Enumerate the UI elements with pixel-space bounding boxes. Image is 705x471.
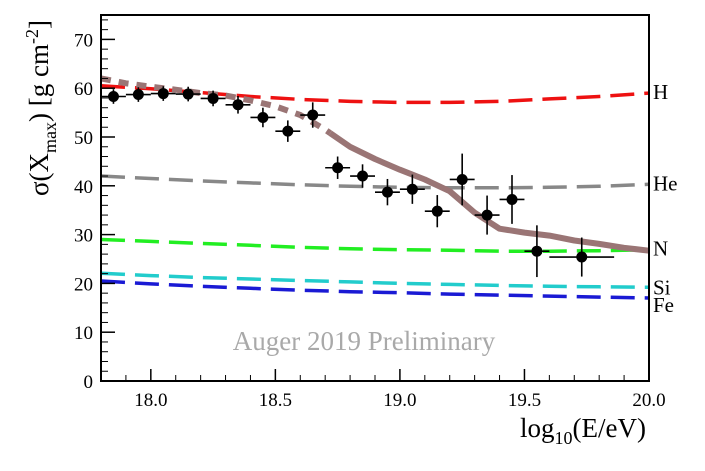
model-line-fe: [100, 279, 650, 300]
data-point-marker: [481, 209, 493, 221]
model-label-si: Si: [653, 275, 671, 299]
data-point: [499, 175, 525, 224]
data-point-marker: [132, 89, 144, 101]
y-tick-label: 0: [84, 372, 94, 393]
data-point-marker: [182, 88, 194, 100]
model-line-n: [100, 237, 650, 253]
y-tick-label: 20: [74, 274, 93, 295]
model-label-fe: Fe: [653, 293, 674, 317]
data-point-marker: [157, 88, 169, 100]
data-point: [325, 156, 351, 179]
data-point-marker: [232, 99, 244, 111]
data-point: [399, 174, 425, 204]
y-axis-label-sub: max: [40, 122, 60, 153]
y-axis-label-sup: -2: [22, 29, 42, 44]
fit-curve-dashed: [100, 75, 332, 136]
data-point-marker: [381, 186, 393, 198]
data-point-marker: [307, 109, 319, 121]
data-point-marker: [207, 92, 219, 104]
data-point: [524, 225, 550, 278]
x-axis-label-base: log: [520, 413, 555, 443]
y-axis-label-post: ]: [24, 20, 54, 29]
model-line-he: [100, 174, 650, 190]
axis-ticks-layer: 18.0 18.5 19.0 19.5 20.0 0 10 20 30 40 50 60 70: [74, 19, 666, 411]
data-point: [200, 90, 226, 107]
y-axis-label: σ(Xmax) [g cm-2]: [22, 20, 60, 196]
data-point-marker: [332, 162, 344, 174]
y-axis-label-pre: σ(X: [24, 152, 54, 196]
data-point: [350, 164, 375, 188]
data-point-marker: [531, 245, 543, 257]
data-point: [150, 86, 176, 101]
fit-curve-layer: [100, 75, 650, 254]
data-point-marker: [431, 205, 443, 217]
data-point: [175, 86, 201, 102]
y-tick-label: 30: [74, 226, 93, 247]
x-tick-label: 20.0: [632, 390, 665, 411]
data-point-marker: [456, 173, 468, 185]
data-point: [549, 237, 615, 277]
data-point: [275, 120, 301, 142]
data-point-marker: [406, 183, 418, 195]
data-point: [300, 102, 326, 128]
x-axis-label-sub: 10: [555, 428, 573, 448]
data-point: [125, 87, 151, 102]
data-point: [225, 96, 251, 114]
x-tick-label: 19.5: [508, 390, 541, 411]
y-tick-label: 70: [74, 30, 93, 51]
data-point: [250, 107, 276, 128]
y-axis-label-mid: ) [g cm: [24, 44, 54, 122]
data-point: [449, 153, 475, 206]
data-point-marker: [257, 111, 269, 123]
data-point: [101, 89, 126, 104]
model-label-he: He: [653, 171, 678, 195]
y-tick-label: 40: [74, 177, 93, 198]
data-point: [424, 195, 450, 228]
model-label-n: N: [653, 237, 668, 261]
x-axis-label-rest: (E/eV): [573, 413, 646, 443]
data-point-marker: [282, 125, 294, 137]
x-axis-label: log10(E/eV): [520, 413, 646, 448]
x-tick-label: 18.5: [259, 390, 292, 411]
y-tick-label: 10: [74, 323, 93, 344]
x-tick-label: 18.0: [134, 390, 167, 411]
data-point-marker: [357, 170, 369, 182]
x-tick-label: 19.0: [383, 390, 416, 411]
y-tick-label: 60: [74, 79, 93, 100]
data-point-marker: [576, 251, 588, 263]
watermark-text: Auger 2019 Preliminary: [233, 326, 496, 356]
model-line-si: [100, 271, 650, 290]
data-points-layer: [101, 86, 615, 278]
y-tick-label: 50: [74, 128, 93, 149]
data-point: [474, 195, 500, 235]
model-label-h: H: [653, 80, 668, 104]
data-point-marker: [506, 193, 518, 205]
data-point-marker: [107, 90, 119, 102]
data-point: [375, 178, 400, 206]
